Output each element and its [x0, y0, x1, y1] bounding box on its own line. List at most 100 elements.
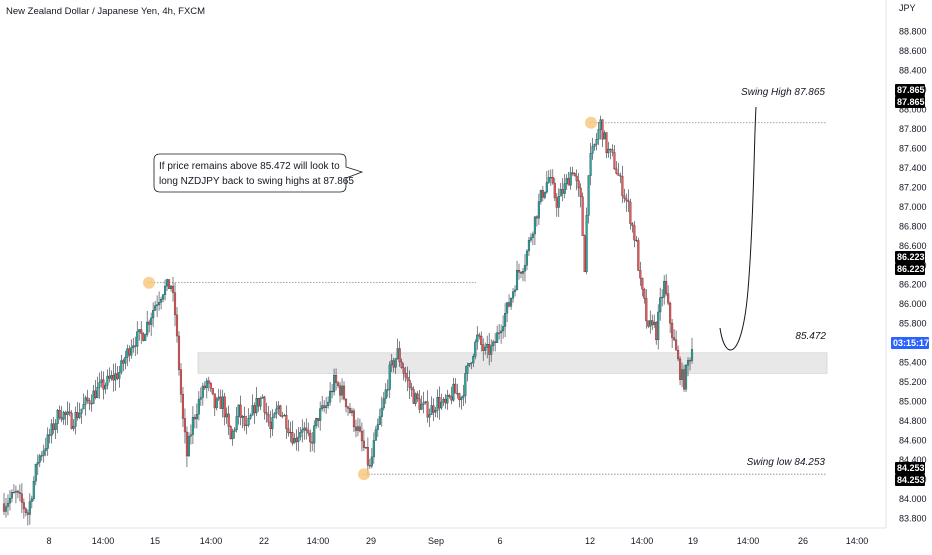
candle-down [615, 168, 618, 174]
candle-down [243, 416, 246, 426]
candle-down [583, 235, 586, 272]
candle-down [177, 335, 181, 370]
candle-up [420, 404, 423, 410]
candle-down [2, 503, 6, 512]
candle-up [533, 216, 536, 235]
candle-down [348, 408, 352, 413]
candle-up [370, 456, 373, 467]
y-tick-label: 88.000 [899, 105, 927, 115]
candle-up [72, 426, 75, 429]
candle-up [36, 462, 39, 465]
candle-down [148, 321, 151, 325]
candle-up [585, 215, 588, 272]
candle-up [4, 506, 8, 512]
y-tick-label: 85.800 [899, 319, 927, 329]
candle-up [6, 502, 10, 507]
currency-label: JPY [899, 3, 916, 13]
candle-up [436, 397, 439, 411]
candle-up [470, 362, 473, 364]
candle-up [277, 405, 280, 410]
x-tick-label: 6 [497, 536, 502, 546]
candle-up [557, 196, 560, 208]
candle-down [134, 345, 137, 347]
candle-down [70, 412, 73, 429]
candle-up [372, 440, 375, 458]
candle-down [665, 281, 668, 294]
candle-up [525, 250, 529, 266]
candle-up [297, 436, 300, 443]
candle-down [338, 385, 342, 396]
candle-down [609, 148, 612, 150]
candle-up [80, 408, 83, 414]
countdown-tag: 03:15:17 [893, 338, 929, 348]
y-tick-label: 88.400 [899, 66, 927, 76]
x-tick-label: 26 [798, 536, 808, 546]
candle-down [647, 320, 650, 327]
candle-up [273, 413, 276, 418]
candle-down [480, 336, 483, 345]
candle-up [356, 426, 359, 431]
candle-up [506, 302, 509, 314]
candle-down [637, 240, 640, 271]
candle-up [476, 334, 479, 343]
y-tick-label: 84.600 [899, 435, 927, 445]
candle-up [14, 490, 17, 493]
candle-up [247, 418, 250, 426]
candle-up [490, 345, 493, 355]
candle-down [454, 383, 457, 394]
candle-up [92, 390, 95, 404]
candle-down [48, 434, 51, 436]
candle-down [209, 382, 212, 389]
candle-down [631, 223, 634, 226]
candle-down [173, 292, 177, 316]
candle-down [94, 390, 97, 398]
candle-up [531, 233, 534, 238]
price-tag-swing-low-a: 84.253 [897, 463, 925, 473]
x-tick-label: 14:00 [631, 536, 654, 546]
candle-down [567, 178, 570, 186]
candle-up [430, 405, 433, 415]
candle-down [675, 339, 678, 351]
candle-up [378, 416, 381, 425]
candle-up [380, 407, 383, 417]
candle-up [659, 297, 662, 313]
candle-down [655, 322, 658, 341]
candle-down [185, 431, 188, 457]
candle-down [416, 393, 419, 400]
y-tick-label: 86.000 [899, 299, 927, 309]
candle-up [446, 395, 449, 404]
candle-down [360, 430, 363, 442]
candle-up [563, 183, 566, 194]
candle-up [319, 408, 322, 421]
projection-curve [719, 106, 757, 351]
candle-down [337, 382, 340, 386]
candle-up [10, 492, 14, 499]
candle-up [245, 424, 248, 426]
candle-up [146, 321, 149, 335]
candle-up [166, 279, 169, 287]
candle-down [362, 440, 365, 448]
candle-down [677, 350, 680, 360]
candle-up [50, 423, 53, 436]
candle-up [42, 450, 45, 456]
candle-up [595, 139, 598, 145]
y-tick-label: 85.400 [899, 358, 927, 368]
price-tag-swing-low-b-bg [895, 474, 925, 486]
candle-down [581, 196, 584, 236]
candle-down [639, 270, 642, 279]
y-tick-label: 87.600 [899, 144, 927, 154]
candle-down [223, 396, 226, 418]
x-tick-label: 29 [366, 536, 376, 546]
candle-down [171, 285, 175, 293]
candle-down [617, 173, 620, 176]
candle-down [86, 397, 89, 401]
x-tick-label: Sep [428, 536, 444, 546]
candle-down [22, 502, 25, 510]
candle-up [472, 356, 475, 364]
candle-down [122, 360, 125, 364]
candle-down [211, 388, 214, 394]
swing-high-label: Swing High 87.865 [741, 87, 825, 98]
price-tag-swing-low-b: 84.253 [897, 475, 925, 485]
callout-line-2: long NZDJPY back to swing highs at 87.86… [159, 176, 354, 187]
